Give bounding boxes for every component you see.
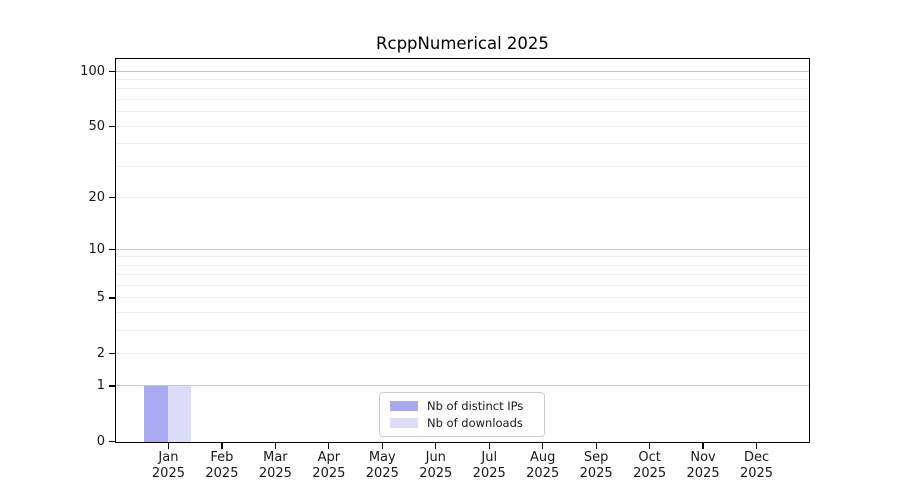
x-tick-label: Apr 2025 bbox=[297, 450, 361, 481]
x-tick-month: Dec bbox=[743, 450, 770, 465]
gridline-minor bbox=[116, 264, 809, 266]
gridline-minor bbox=[116, 79, 809, 81]
bar-distinct-ips-jan bbox=[144, 386, 168, 442]
x-tick-label: Aug 2025 bbox=[511, 450, 575, 481]
x-tick-year: 2025 bbox=[151, 465, 185, 481]
x-tick-year: 2025 bbox=[205, 465, 239, 481]
legend-label-downloads: Nb of downloads bbox=[427, 416, 523, 430]
x-tick-month: Jan bbox=[158, 450, 179, 465]
x-tick-month: Sep bbox=[583, 450, 609, 465]
legend-label-distinct-ips: Nb of distinct IPs bbox=[427, 399, 524, 413]
x-tick-label: Jan 2025 bbox=[136, 450, 200, 481]
gridline-major bbox=[116, 385, 809, 387]
x-tick-label: Nov 2025 bbox=[671, 450, 735, 481]
gridline-minor bbox=[116, 125, 809, 127]
y-tick-label: 100 bbox=[80, 63, 105, 79]
x-tick-mark bbox=[167, 443, 170, 449]
y-tick-mark bbox=[109, 352, 115, 355]
plot-area bbox=[115, 58, 810, 443]
x-tick-mark bbox=[381, 443, 383, 449]
x-tick-month: Jun bbox=[425, 450, 446, 465]
x-tick-year: 2025 bbox=[312, 465, 346, 481]
x-tick-year: 2025 bbox=[365, 465, 399, 481]
x-tick-year: 2025 bbox=[633, 465, 667, 481]
x-tick-year: 2025 bbox=[258, 465, 292, 481]
y-tick-mark bbox=[109, 297, 115, 299]
legend-item-downloads: Nb of downloads bbox=[390, 416, 536, 430]
x-tick-year: 2025 bbox=[472, 465, 506, 481]
gridline-minor bbox=[116, 196, 809, 198]
x-tick-month: Jul bbox=[481, 450, 498, 465]
y-tick-label: 0 bbox=[96, 434, 105, 449]
legend-item-distinct-ips: Nb of distinct IPs bbox=[390, 399, 536, 413]
y-tick-label: 10 bbox=[88, 241, 105, 257]
y-tick-mark bbox=[109, 125, 115, 127]
bar-downloads-jan bbox=[167, 386, 192, 442]
gridline-minor bbox=[116, 329, 809, 331]
y-tick-label: 1 bbox=[96, 378, 105, 394]
x-tick-mark bbox=[702, 443, 704, 449]
x-tick-label: May 2025 bbox=[350, 450, 414, 481]
x-tick-mark bbox=[755, 443, 758, 449]
gridline-minor bbox=[116, 88, 809, 90]
x-tick-month: Aug bbox=[529, 450, 556, 465]
gridline-minor bbox=[116, 297, 809, 299]
x-tick-label: Jun 2025 bbox=[404, 450, 468, 481]
y-tick-label: 2 bbox=[96, 345, 105, 361]
x-tick-label: Mar 2025 bbox=[243, 450, 307, 481]
x-tick-year: 2025 bbox=[526, 465, 560, 481]
x-tick-month: Nov bbox=[690, 450, 716, 465]
gridline-minor bbox=[116, 111, 809, 113]
x-tick-month: Apr bbox=[317, 450, 341, 465]
x-tick-mark bbox=[488, 443, 490, 449]
gridline-minor bbox=[116, 311, 809, 313]
y-tick-label: 5 bbox=[96, 290, 105, 306]
gridline-minor bbox=[116, 99, 809, 101]
x-tick-month: Feb bbox=[210, 450, 234, 465]
x-tick-year: 2025 bbox=[419, 465, 453, 481]
y-tick-mark bbox=[109, 385, 115, 387]
gridline-minor bbox=[116, 256, 809, 258]
gridline-minor bbox=[116, 143, 809, 145]
y-tick-mark bbox=[109, 248, 115, 250]
gridline-major bbox=[116, 70, 809, 72]
x-tick-mark bbox=[274, 443, 277, 449]
x-tick-year: 2025 bbox=[686, 465, 720, 481]
x-tick-year: 2025 bbox=[739, 465, 774, 481]
y-tick-mark bbox=[109, 441, 115, 443]
x-tick-year: 2025 bbox=[579, 465, 613, 481]
x-tick-label: Feb 2025 bbox=[190, 450, 254, 481]
gridline-minor bbox=[116, 274, 809, 276]
gridline-minor bbox=[116, 165, 809, 167]
legend-swatch-downloads bbox=[390, 418, 418, 428]
y-tick-mark bbox=[109, 70, 115, 73]
x-tick-mark bbox=[595, 443, 597, 449]
x-tick-mark bbox=[542, 443, 544, 449]
gridline-major bbox=[116, 248, 809, 250]
x-tick-mark bbox=[221, 443, 223, 449]
x-tick-month: May bbox=[368, 450, 396, 465]
y-tick-label: 20 bbox=[88, 189, 105, 205]
gridline-minor bbox=[116, 352, 809, 354]
x-tick-mark bbox=[435, 443, 437, 449]
y-tick-label: 50 bbox=[88, 118, 105, 134]
x-tick-label: Sep 2025 bbox=[564, 450, 628, 481]
x-tick-month: Mar bbox=[263, 450, 288, 465]
x-tick-mark bbox=[648, 443, 651, 449]
x-tick-label: Dec 2025 bbox=[725, 450, 789, 481]
y-tick-mark bbox=[109, 196, 115, 199]
x-tick-mark bbox=[328, 443, 330, 449]
chart-title: RcppNumerical 2025 bbox=[376, 34, 549, 53]
gridline-minor bbox=[116, 284, 809, 286]
legend: Nb of distinct IPs Nb of downloads bbox=[379, 392, 545, 437]
x-tick-label: Oct 2025 bbox=[618, 450, 682, 481]
x-tick-label: Jul 2025 bbox=[457, 450, 521, 481]
legend-swatch-distinct-ips bbox=[390, 401, 418, 411]
x-tick-month: Oct bbox=[638, 450, 661, 465]
